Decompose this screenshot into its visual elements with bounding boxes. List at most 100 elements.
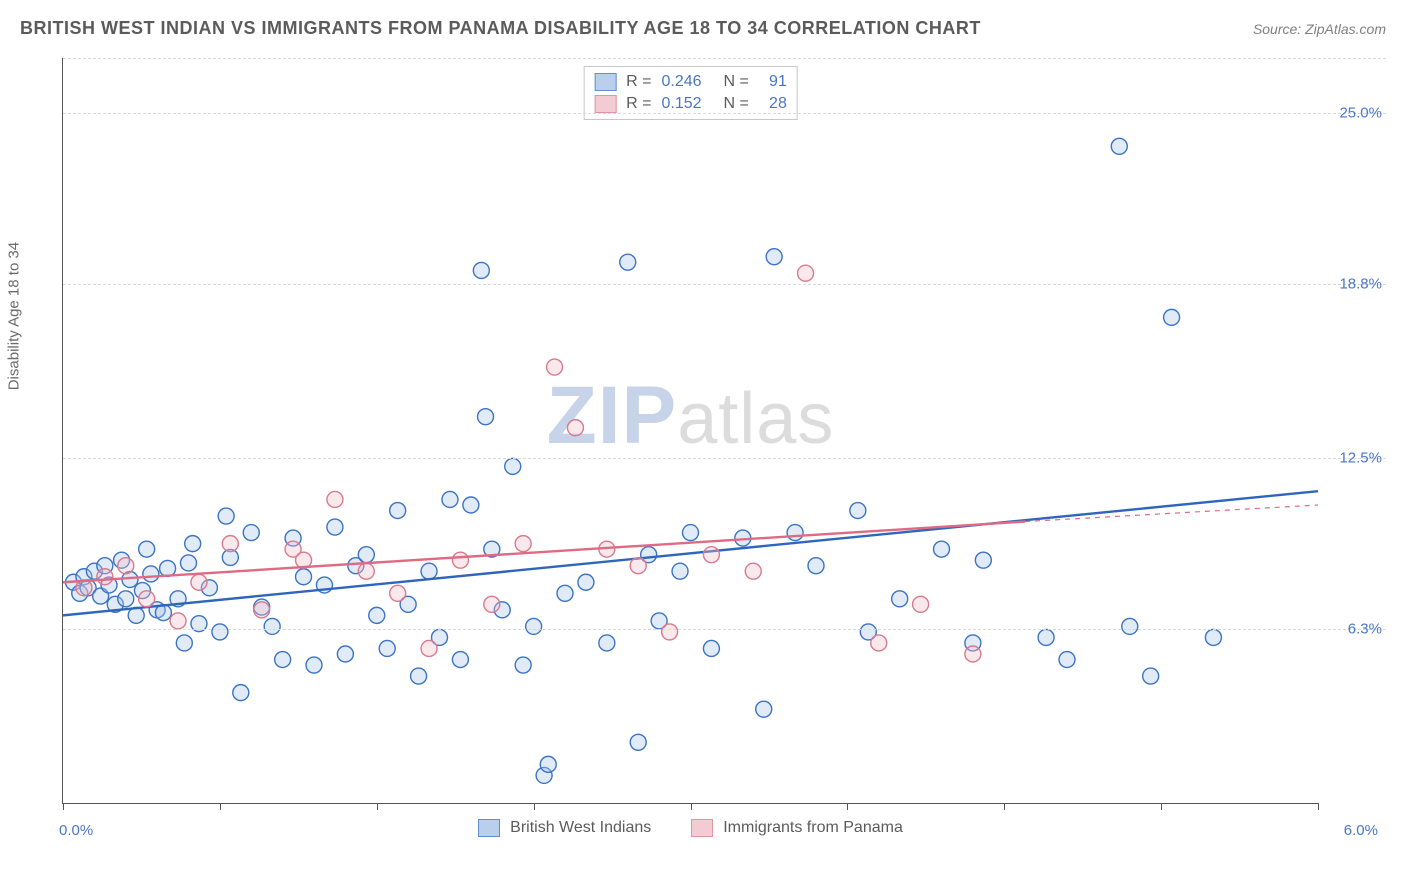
scatter-point-panama xyxy=(97,569,113,585)
scatter-point-bwi xyxy=(358,547,374,563)
scatter-point-bwi xyxy=(1205,629,1221,645)
scatter-point-bwi xyxy=(756,701,772,717)
scatter-point-panama xyxy=(965,646,981,662)
scatter-point-bwi xyxy=(672,563,688,579)
scatter-point-bwi xyxy=(630,734,646,750)
scatter-point-bwi xyxy=(442,491,458,507)
scatter-point-bwi xyxy=(421,563,437,579)
scatter-point-panama xyxy=(421,640,437,656)
scatter-point-bwi xyxy=(787,525,803,541)
scatter-point-bwi xyxy=(327,519,343,535)
legend-swatch-bwi xyxy=(478,819,500,837)
source-attribution: Source: ZipAtlas.com xyxy=(1253,21,1386,37)
r-label: R = xyxy=(626,95,651,113)
y-tick-label: 25.0% xyxy=(1339,105,1382,122)
x-tick xyxy=(63,803,64,810)
scatter-point-bwi xyxy=(1164,309,1180,325)
n-value-panama: 28 xyxy=(759,95,787,113)
scatter-point-bwi xyxy=(540,756,556,772)
scatter-point-bwi xyxy=(505,458,521,474)
scatter-point-bwi xyxy=(620,254,636,270)
scatter-point-bwi xyxy=(766,249,782,265)
scatter-point-bwi xyxy=(463,497,479,513)
scatter-point-bwi xyxy=(275,652,291,668)
scatter-point-bwi xyxy=(1111,138,1127,154)
x-tick xyxy=(691,803,692,810)
scatter-point-panama xyxy=(390,585,406,601)
series-legend: British West Indians Immigrants from Pana… xyxy=(63,819,1318,837)
scatter-point-panama xyxy=(254,602,270,618)
scatter-point-bwi xyxy=(264,618,280,634)
scatter-point-bwi xyxy=(185,536,201,552)
plot-svg xyxy=(63,58,1318,803)
scatter-point-bwi xyxy=(181,555,197,571)
x-tick xyxy=(1004,803,1005,810)
scatter-point-bwi xyxy=(411,668,427,684)
trend-line-dashed-panama xyxy=(1025,505,1318,522)
n-label: N = xyxy=(724,95,749,113)
scatter-point-bwi xyxy=(578,574,594,590)
scatter-point-bwi xyxy=(390,503,406,519)
scatter-point-bwi xyxy=(296,569,312,585)
stats-row-bwi: R =0.246N =91 xyxy=(594,71,787,93)
gridline xyxy=(63,58,1386,59)
legend-item-panama: Immigrants from Panama xyxy=(691,819,903,837)
scatter-point-panama xyxy=(630,558,646,574)
scatter-point-bwi xyxy=(143,566,159,582)
x-tick xyxy=(220,803,221,810)
x-tick xyxy=(1318,803,1319,810)
x-tick xyxy=(1161,803,1162,810)
scatter-point-bwi xyxy=(306,657,322,673)
scatter-point-panama xyxy=(358,563,374,579)
scatter-point-panama xyxy=(515,536,531,552)
scatter-point-bwi xyxy=(243,525,259,541)
chart-container: Disability Age 18 to 34 ZIPatlas R =0.24… xyxy=(20,50,1386,862)
scatter-point-bwi xyxy=(1059,652,1075,668)
gridline xyxy=(63,458,1386,459)
scatter-point-panama xyxy=(703,547,719,563)
x-tick xyxy=(847,803,848,810)
scatter-point-panama xyxy=(798,265,814,281)
legend-item-bwi: British West Indians xyxy=(478,819,651,837)
scatter-point-panama xyxy=(118,558,134,574)
trend-line-panama xyxy=(63,522,1025,583)
scatter-point-bwi xyxy=(1143,668,1159,684)
x-axis-max-label: 6.0% xyxy=(1344,822,1378,839)
source-name: ZipAtlas.com xyxy=(1305,21,1386,37)
legend-swatch-panama xyxy=(594,95,616,113)
scatter-point-bwi xyxy=(1122,618,1138,634)
scatter-point-bwi xyxy=(218,508,234,524)
scatter-point-bwi xyxy=(369,607,385,623)
scatter-point-panama xyxy=(139,591,155,607)
trend-line-bwi xyxy=(63,491,1318,615)
scatter-point-bwi xyxy=(160,560,176,576)
scatter-point-bwi xyxy=(379,640,395,656)
scatter-point-bwi xyxy=(212,624,228,640)
stats-legend: R =0.246N =91R =0.152N =28 xyxy=(583,66,798,120)
scatter-point-bwi xyxy=(850,503,866,519)
legend-label-bwi: British West Indians xyxy=(510,819,651,837)
scatter-point-panama xyxy=(567,420,583,436)
stats-row-panama: R =0.152N =28 xyxy=(594,93,787,115)
scatter-point-panama xyxy=(547,359,563,375)
scatter-point-bwi xyxy=(452,652,468,668)
x-tick xyxy=(377,803,378,810)
y-tick-label: 6.3% xyxy=(1348,621,1382,638)
scatter-point-bwi xyxy=(808,558,824,574)
scatter-point-panama xyxy=(871,635,887,651)
scatter-point-bwi xyxy=(233,685,249,701)
gridline xyxy=(63,284,1386,285)
scatter-point-bwi xyxy=(1038,629,1054,645)
legend-label-panama: Immigrants from Panama xyxy=(723,819,903,837)
scatter-point-bwi xyxy=(557,585,573,601)
scatter-point-bwi xyxy=(934,541,950,557)
scatter-point-panama xyxy=(745,563,761,579)
scatter-point-bwi xyxy=(176,635,192,651)
plot-area: ZIPatlas R =0.246N =91R =0.152N =28 0.0%… xyxy=(62,58,1318,804)
scatter-point-bwi xyxy=(892,591,908,607)
y-tick-label: 18.8% xyxy=(1339,276,1382,293)
scatter-point-panama xyxy=(662,624,678,640)
scatter-point-panama xyxy=(484,596,500,612)
x-tick xyxy=(534,803,535,810)
gridline xyxy=(63,113,1386,114)
